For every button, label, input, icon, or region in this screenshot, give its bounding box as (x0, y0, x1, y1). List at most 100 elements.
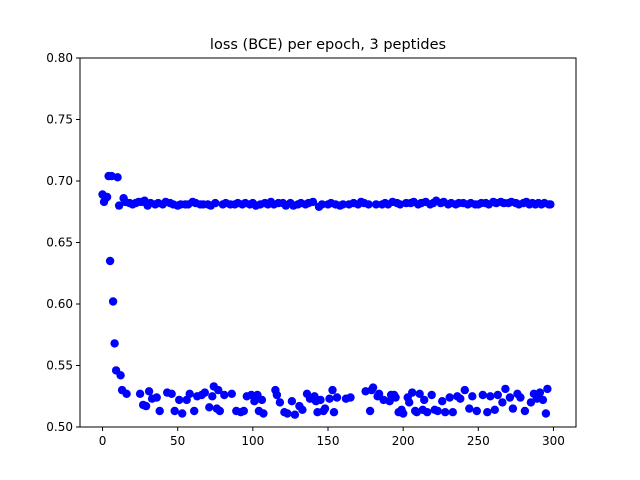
data-point (239, 406, 248, 416)
data-point (460, 385, 469, 395)
data-point (543, 384, 552, 394)
data-point (420, 395, 429, 405)
data-point (391, 393, 400, 402)
y-tick-label: 0.80 (46, 51, 73, 65)
data-point (105, 256, 115, 266)
data-point (501, 384, 510, 394)
data-point (516, 393, 525, 402)
data-point (364, 200, 373, 209)
x-tick-label: 150 (317, 434, 340, 448)
data-point (175, 395, 184, 405)
data-point (433, 406, 442, 416)
y-tick-label: 0.65 (46, 236, 73, 250)
data-point (211, 198, 220, 208)
data-point (272, 390, 282, 400)
data-point (308, 197, 318, 207)
data-point (546, 200, 555, 209)
data-point (185, 389, 194, 398)
data-point (346, 393, 355, 402)
y-tick-label: 0.70 (46, 174, 73, 188)
data-point (108, 297, 118, 306)
data-point (220, 390, 229, 400)
data-point (535, 388, 545, 397)
data-point (227, 389, 236, 398)
data-point (456, 394, 465, 403)
data-point (102, 192, 112, 202)
x-tick-label: 100 (241, 434, 264, 448)
data-point (325, 394, 334, 403)
data-point (152, 393, 161, 402)
data-point (116, 371, 125, 380)
data-point (135, 389, 145, 398)
data-point (338, 200, 348, 209)
data-point (490, 405, 499, 414)
data-point (438, 397, 447, 406)
data-point (214, 385, 223, 395)
data-point (215, 406, 224, 416)
data-point (427, 390, 436, 400)
x-tick-label: 300 (542, 434, 565, 448)
data-point (205, 403, 214, 412)
data-point (468, 392, 477, 401)
data-point (486, 392, 495, 401)
data-point (190, 406, 199, 416)
x-tick-label: 0 (99, 434, 107, 448)
data-point (200, 388, 209, 397)
data-point (441, 408, 450, 417)
data-point (328, 385, 337, 395)
data-point (167, 389, 176, 398)
data-point (122, 389, 131, 398)
y-tick-label: 0.55 (46, 359, 73, 373)
data-point (155, 406, 164, 416)
data-point (505, 393, 515, 402)
data-point (445, 393, 454, 402)
plot-area-frame (79, 57, 577, 428)
data-point (110, 339, 119, 348)
y-tick-label: 0.75 (46, 113, 73, 127)
data-point (498, 398, 507, 407)
data-point (114, 201, 124, 210)
data-point (287, 397, 297, 406)
data-point (371, 200, 381, 209)
data-point (472, 406, 481, 416)
data-point (275, 398, 285, 407)
x-tick-label: 250 (467, 434, 490, 448)
data-point (374, 389, 384, 398)
data-point (298, 405, 307, 414)
y-tick-label: 0.50 (46, 420, 73, 434)
data-point (290, 410, 300, 419)
data-point (538, 395, 548, 405)
data-point (541, 409, 551, 418)
data-point (526, 398, 536, 407)
data-point (247, 390, 256, 400)
x-tick-label: 50 (170, 434, 185, 448)
data-point (208, 392, 217, 401)
data-point (493, 390, 502, 400)
data-point (144, 387, 154, 396)
data-point (317, 200, 327, 209)
data-point (141, 401, 151, 411)
data-point (329, 408, 339, 417)
data-point (332, 393, 342, 402)
data-point (257, 395, 267, 405)
chart-title: loss (BCE) per epoch, 3 peptides (210, 37, 446, 53)
data-point (448, 408, 457, 417)
data-point (283, 409, 292, 418)
axis-ticks: 0 50 100 150 200 250 300 0.50 0.55 0.60 0.65 0.70 0.… (46, 51, 565, 448)
data-point (408, 388, 417, 397)
y-tick-label: 0.60 (46, 297, 73, 311)
data-point (178, 409, 187, 418)
data-point (508, 404, 518, 413)
data-point (478, 390, 487, 400)
data-point (423, 408, 432, 417)
x-tick-label: 200 (392, 434, 415, 448)
data-point (415, 389, 424, 398)
data-point (113, 173, 122, 182)
data-point (316, 395, 325, 405)
data-point (320, 404, 330, 413)
data-point (170, 406, 179, 416)
data-point (520, 406, 530, 416)
data-point (368, 383, 378, 392)
